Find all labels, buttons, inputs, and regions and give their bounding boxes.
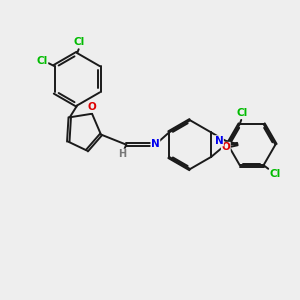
- Text: N: N: [151, 140, 160, 149]
- Text: O: O: [88, 102, 97, 112]
- Text: H: H: [118, 149, 127, 159]
- Text: Cl: Cl: [36, 56, 48, 66]
- Text: N: N: [214, 136, 223, 146]
- Text: O: O: [221, 142, 230, 152]
- Text: Cl: Cl: [270, 169, 281, 178]
- Text: Cl: Cl: [74, 37, 85, 47]
- Text: Cl: Cl: [236, 108, 248, 118]
